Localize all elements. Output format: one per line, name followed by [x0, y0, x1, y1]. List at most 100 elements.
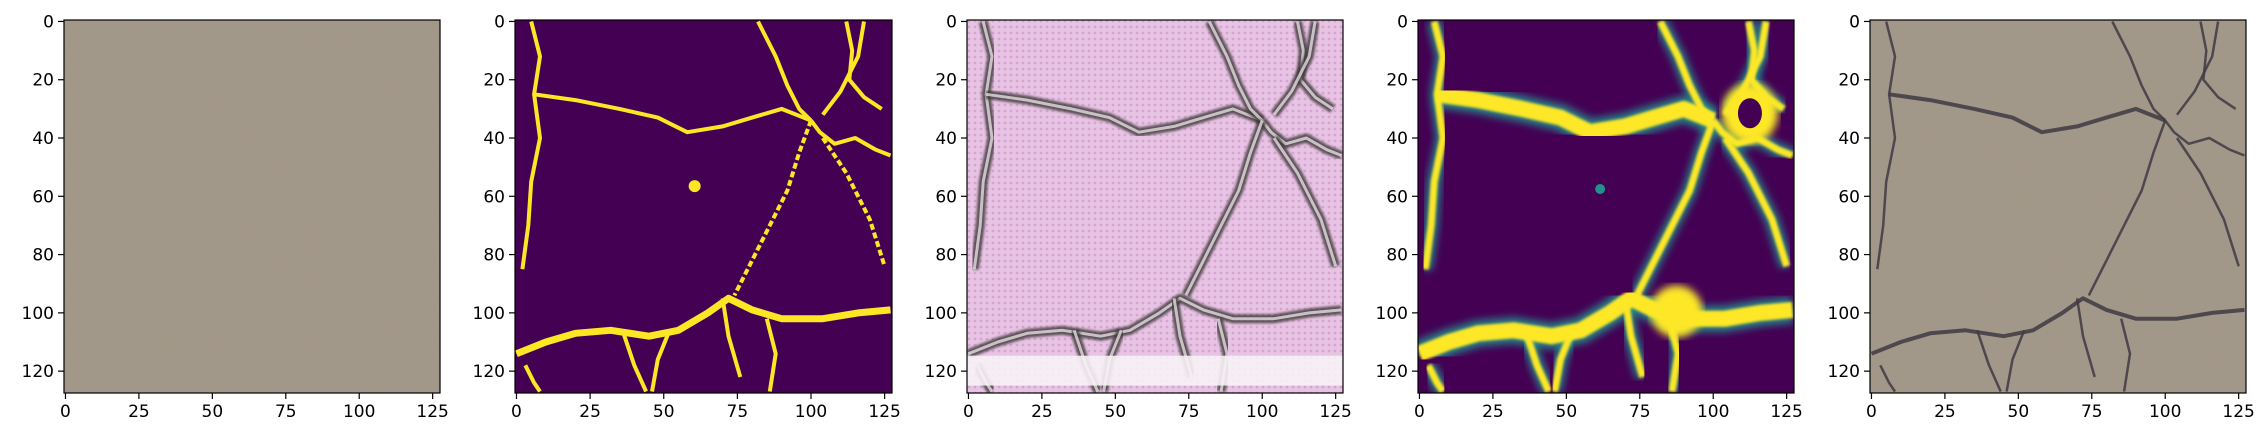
crack-line [2111, 20, 2167, 122]
x-tick-label: 50 [1556, 402, 1578, 422]
crack-line [1976, 329, 2002, 393]
axes-frame [514, 19, 893, 394]
crack-line [2175, 137, 2240, 267]
axes-frame [966, 19, 1344, 394]
mask-blob [688, 180, 701, 193]
y-tick-label: 40 [1386, 129, 1408, 149]
y-tick-label: 80 [935, 246, 957, 266]
x-tick-label: 0 [511, 402, 522, 422]
y-tick-label: 60 [483, 187, 505, 207]
x-tick-label: 100 [795, 402, 827, 422]
panel-5 [1870, 20, 2246, 393]
heatmap-core [1418, 290, 1794, 362]
crack-mask [809, 119, 892, 158]
texture-bottom-band [967, 355, 1343, 386]
crack-mask [821, 21, 866, 116]
y-tick-label: 40 [32, 129, 54, 149]
heatmap-core [1621, 297, 1647, 378]
crack-line [2005, 329, 2026, 392]
crack-line [1870, 296, 2245, 356]
x-tick-label: 75 [275, 402, 297, 422]
x-tick-label: 0 [60, 402, 71, 422]
crack-mask [720, 297, 743, 378]
crack-line [2119, 318, 2132, 392]
panel-1 [64, 20, 440, 393]
y-tick-label: 100 [1828, 304, 1860, 324]
x-tick-label: 50 [1105, 402, 1127, 422]
crack-mask [821, 136, 887, 267]
x-tick-label: 75 [2081, 402, 2103, 422]
x-tick-label: 50 [2008, 402, 2030, 422]
heatmap-core [1521, 329, 1552, 393]
heatmap-core [1551, 328, 1576, 393]
crack-mask [764, 318, 778, 392]
y-tick-label: 0 [1397, 12, 1408, 32]
x-tick-label: 25 [579, 402, 601, 422]
x-tick-label: 25 [128, 402, 150, 422]
heatmap-core [1435, 86, 1717, 141]
crack-line [2087, 120, 2167, 296]
panel-4 [1418, 20, 1794, 393]
heatmap-core [1425, 363, 1446, 393]
texture-highlight [972, 21, 994, 270]
y-tick-label: 60 [1386, 187, 1408, 207]
axes-4: 0 25 50 75 100 125 0 20 40 60 80 100 120 [1376, 12, 1803, 422]
heatmap-core [1421, 20, 1447, 270]
x-tick-label: 75 [1178, 402, 1200, 422]
y-tick-label: 20 [1838, 71, 1860, 91]
x-tick-label: 125 [416, 402, 448, 422]
y-tick-label: 100 [473, 304, 505, 324]
x-tick-label: 0 [963, 402, 974, 422]
x-tick-label: 100 [1697, 402, 1729, 422]
y-tick-label: 120 [925, 362, 957, 382]
texture-highlight [985, 92, 1263, 134]
y-tick-label: 60 [32, 187, 54, 207]
y-tick-label: 100 [925, 304, 957, 324]
y-tick-label: 120 [22, 362, 54, 382]
axes-3: 0 25 50 75 100 125 0 20 40 60 80 100 120 [925, 12, 1352, 422]
axes-frame [1417, 19, 1795, 394]
texture-highlight [1261, 119, 1343, 157]
crack-mask [520, 21, 542, 270]
axes-frame [63, 19, 441, 394]
y-tick-label: 80 [1838, 246, 1860, 266]
y-tick-label: 0 [43, 12, 54, 32]
x-tick-label: 125 [1770, 402, 1802, 422]
axes-frame [1869, 19, 2247, 394]
texture-highlight [1272, 137, 1338, 267]
heatmap-dot [1595, 184, 1606, 195]
y-tick-label: 40 [483, 129, 505, 149]
x-tick-label: 50 [653, 402, 675, 422]
y-tick-label: 80 [32, 246, 54, 266]
crack-line [2164, 119, 2245, 157]
crack-line [1879, 364, 1897, 393]
crack-mask [515, 294, 891, 357]
crack-mask [756, 20, 813, 122]
x-tick-label: 125 [1319, 402, 1351, 422]
heatmap-core [1633, 119, 1717, 297]
crack-mask [620, 329, 648, 393]
y-tick-label: 100 [22, 304, 54, 324]
y-tick-label: 120 [1376, 362, 1408, 382]
x-tick-label: 25 [1031, 402, 1053, 422]
x-tick-label: 100 [343, 402, 375, 422]
x-tick-label: 125 [868, 402, 900, 422]
y-tick-label: 100 [1376, 304, 1408, 324]
y-tick-label: 80 [483, 246, 505, 266]
crack-mask [533, 92, 812, 135]
y-tick-label: 80 [1386, 246, 1408, 266]
texture-highlight [1184, 119, 1264, 297]
heatmap-core [1657, 20, 1716, 123]
x-tick-label: 75 [1629, 402, 1651, 422]
y-tick-label: 0 [1849, 12, 1860, 32]
texture-highlight [1207, 20, 1264, 122]
crack-mask [523, 364, 542, 393]
y-tick-label: 20 [1386, 71, 1408, 91]
panel-3 [967, 20, 1343, 393]
y-tick-label: 0 [494, 12, 505, 32]
crack-line [2199, 21, 2237, 110]
y-tick-label: 60 [935, 187, 957, 207]
crack-line [2075, 298, 2096, 378]
heatmap-hole [1737, 98, 1762, 129]
